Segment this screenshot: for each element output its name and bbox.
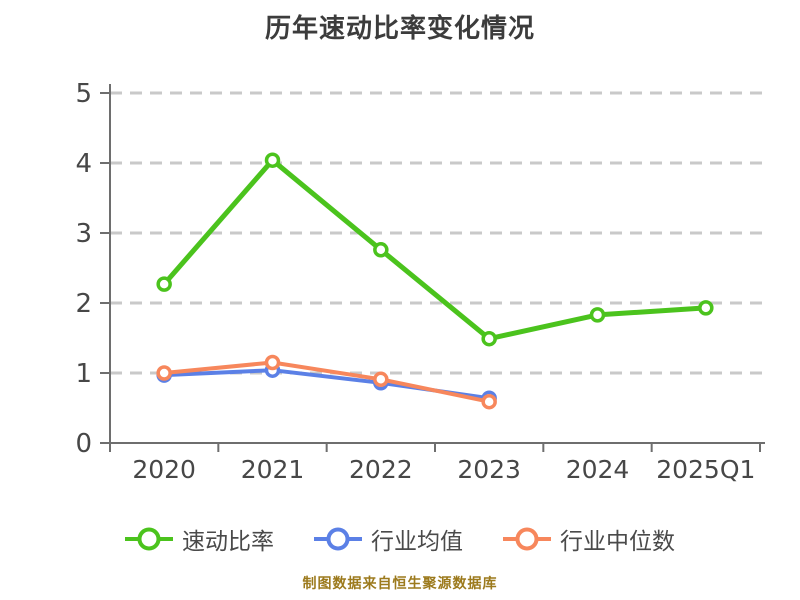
x-tick-label: 2025Q1 bbox=[656, 455, 755, 484]
x-tick-label: 2021 bbox=[241, 455, 305, 484]
legend-label: 行业中位数 bbox=[560, 529, 675, 555]
x-tick-label: 2022 bbox=[349, 455, 413, 484]
data-point bbox=[481, 393, 497, 410]
source-note: 制图数据来自恒生聚源数据库 bbox=[302, 576, 498, 592]
data-point bbox=[481, 330, 497, 347]
chart-title: 历年速动比率变化情况 bbox=[264, 14, 535, 44]
y-tick-label: 0 bbox=[75, 429, 92, 459]
data-point bbox=[698, 300, 714, 316]
data-point bbox=[373, 242, 389, 258]
legend-item-2[interactable]: 行业中位数 bbox=[503, 522, 675, 556]
legend-item-1[interactable]: 行业均值 bbox=[314, 522, 463, 556]
data-point bbox=[264, 354, 281, 371]
y-tick-label: 5 bbox=[75, 79, 92, 109]
legend-marker-icon bbox=[125, 527, 173, 551]
y-tick-label: 2 bbox=[75, 289, 92, 319]
data-point bbox=[264, 152, 281, 168]
legend-marker-icon bbox=[314, 527, 362, 551]
x-tick-label: 2024 bbox=[566, 455, 630, 484]
data-point bbox=[156, 365, 172, 381]
series-line-0 bbox=[161, 157, 709, 342]
legend: 速动比率 行业均值 行业中位数 bbox=[0, 522, 800, 556]
line-plot: 0 1 2 3 4 5 2020 2021 2022 2023 2024 2025Q1 bbox=[75, 79, 765, 484]
legend-item-0[interactable]: 速动比率 bbox=[125, 522, 274, 556]
legend-marker-icon bbox=[503, 527, 551, 551]
data-point bbox=[156, 276, 172, 292]
data-point bbox=[373, 371, 389, 388]
data-point bbox=[589, 307, 606, 323]
y-tick-label: 3 bbox=[75, 219, 92, 249]
y-tick-label: 1 bbox=[75, 359, 92, 389]
x-tick-label: 2023 bbox=[457, 455, 521, 484]
legend-label: 速动比率 bbox=[182, 529, 274, 555]
legend-label: 行业均值 bbox=[371, 529, 463, 555]
series-line-2 bbox=[162, 360, 492, 404]
y-tick-label: 4 bbox=[75, 149, 92, 179]
x-tick-label: 2020 bbox=[132, 455, 196, 484]
